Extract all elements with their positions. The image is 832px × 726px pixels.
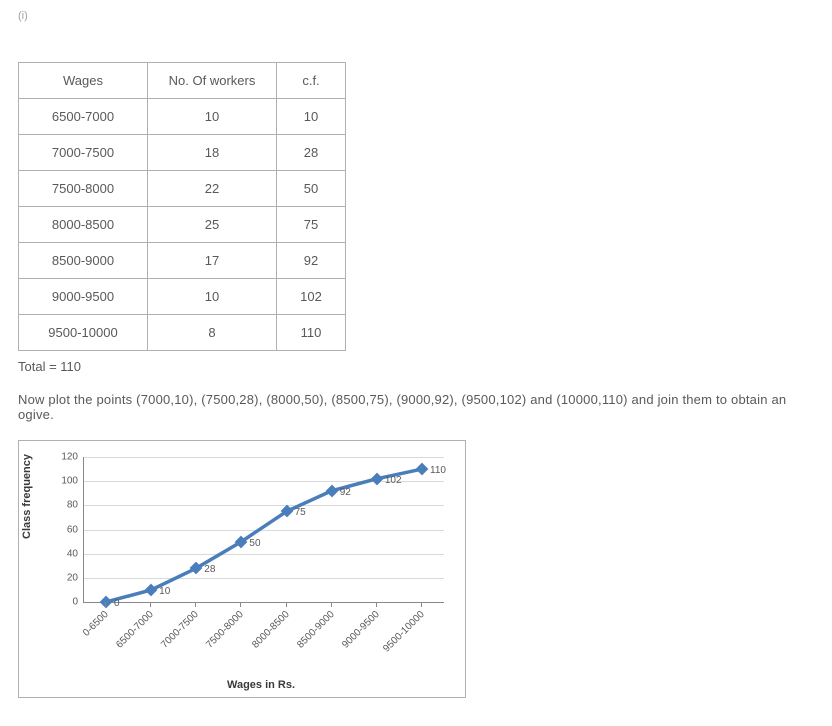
x-axis-label: Wages in Rs. [227, 679, 295, 691]
data-point-label: 28 [204, 564, 215, 575]
ogive-chart: Class frequency 0 20 40 60 80 100 120 0 10 28 50 75… [18, 440, 466, 698]
table-row: 8000-85002575 [19, 207, 346, 243]
item-number: (i) [18, 10, 814, 22]
data-point-label: 92 [340, 487, 351, 498]
table-row: 7500-80002250 [19, 171, 346, 207]
plot-area: 02040608010012001028507592102110 [83, 457, 444, 603]
y-tick: 80 [67, 500, 78, 511]
y-tick: 0 [72, 597, 78, 608]
y-tick: 120 [61, 452, 78, 463]
x-tick: 7000-7500 [159, 609, 201, 651]
table-header-row: Wages No. Of workers c.f. [19, 63, 346, 99]
x-tick: 9000-9500 [340, 609, 382, 651]
x-tick: 7500-8000 [205, 609, 247, 651]
y-tick: 40 [67, 548, 78, 559]
data-point-label: 0 [114, 598, 120, 609]
x-tick: 6500-7000 [114, 609, 156, 651]
data-point-label: 75 [295, 507, 306, 518]
y-tick: 60 [67, 524, 78, 535]
col-cf: c.f. [277, 63, 346, 99]
table-row: 8500-90001792 [19, 243, 346, 279]
y-tick: 20 [67, 572, 78, 583]
x-tick: 8000-8500 [250, 609, 292, 651]
plot-caption: Now plot the points (7000,10), (7500,28)… [18, 392, 814, 422]
table-row: 9500-100008110 [19, 315, 346, 351]
y-tick: 100 [61, 476, 78, 487]
data-point-label: 110 [430, 465, 446, 476]
table-row: 7000-75001828 [19, 135, 346, 171]
total-text: Total = 110 [18, 359, 814, 374]
table-row: 6500-70001010 [19, 99, 346, 135]
x-tick: 0-6500 [81, 609, 111, 639]
x-tick: 8500-9000 [295, 609, 337, 651]
x-tick: 9500-10000 [381, 609, 427, 655]
data-point-label: 102 [385, 475, 402, 486]
table-row: 9000-950010102 [19, 279, 346, 315]
col-wages: Wages [19, 63, 148, 99]
y-axis-label: Class frequency [21, 454, 33, 539]
frequency-table: Wages No. Of workers c.f. 6500-70001010 … [18, 62, 346, 351]
data-point-label: 10 [159, 586, 170, 597]
col-workers: No. Of workers [148, 63, 277, 99]
data-point-label: 50 [249, 538, 260, 549]
